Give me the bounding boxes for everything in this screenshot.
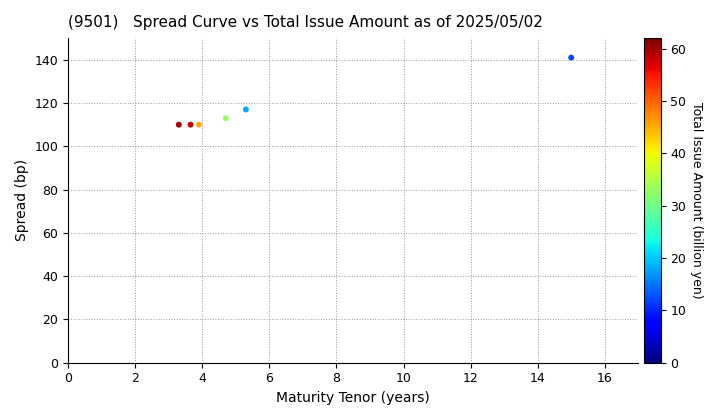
Point xyxy=(173,121,184,128)
Y-axis label: Total Issue Amount (billion yen): Total Issue Amount (billion yen) xyxy=(690,102,703,299)
Point xyxy=(220,115,232,121)
Text: (9501)   Spread Curve vs Total Issue Amount as of 2025/05/02: (9501) Spread Curve vs Total Issue Amoun… xyxy=(68,15,543,30)
Point xyxy=(185,121,197,128)
X-axis label: Maturity Tenor (years): Maturity Tenor (years) xyxy=(276,391,430,405)
Point xyxy=(240,106,252,113)
Y-axis label: Spread (bp): Spread (bp) xyxy=(15,159,29,242)
Point xyxy=(193,121,204,128)
Point xyxy=(565,54,577,61)
